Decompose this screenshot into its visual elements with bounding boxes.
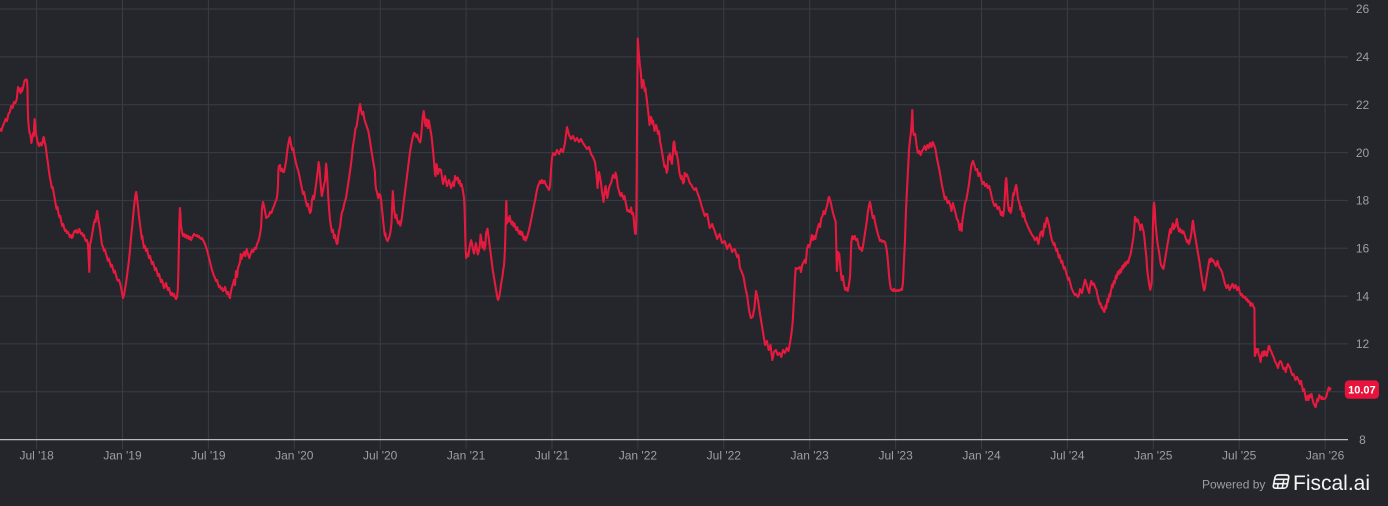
svg-text:18: 18 (1356, 194, 1370, 208)
svg-text:Jul '22: Jul '22 (707, 449, 742, 463)
svg-text:Jan '21: Jan '21 (447, 449, 486, 463)
svg-text:8: 8 (1359, 433, 1366, 447)
svg-text:16: 16 (1356, 241, 1370, 255)
svg-text:Jul '24: Jul '24 (1050, 449, 1085, 463)
svg-text:24: 24 (1356, 50, 1370, 64)
svg-text:Jul '21: Jul '21 (535, 449, 570, 463)
svg-text:Jan '26: Jan '26 (1306, 449, 1345, 463)
svg-text:Fiscal.ai: Fiscal.ai (1293, 472, 1370, 495)
svg-text:Jul '19: Jul '19 (191, 449, 226, 463)
svg-text:Powered by: Powered by (1202, 477, 1265, 491)
svg-text:26: 26 (1356, 2, 1370, 16)
svg-text:Jul '23: Jul '23 (878, 449, 913, 463)
svg-text:Jul '25: Jul '25 (1222, 449, 1257, 463)
svg-text:Jan '24: Jan '24 (962, 449, 1001, 463)
svg-text:10.07: 10.07 (1348, 385, 1376, 397)
svg-text:Jan '20: Jan '20 (275, 449, 314, 463)
svg-text:Jan '23: Jan '23 (791, 449, 830, 463)
svg-text:14: 14 (1356, 289, 1370, 303)
svg-text:Jan '19: Jan '19 (103, 449, 142, 463)
svg-text:20: 20 (1356, 146, 1370, 160)
svg-text:12: 12 (1356, 337, 1370, 351)
svg-text:Jan '25: Jan '25 (1134, 449, 1173, 463)
svg-text:Jul '20: Jul '20 (363, 449, 398, 463)
svg-text:22: 22 (1356, 98, 1370, 112)
svg-text:Jul '18: Jul '18 (19, 449, 54, 463)
svg-text:Jan '22: Jan '22 (619, 449, 658, 463)
